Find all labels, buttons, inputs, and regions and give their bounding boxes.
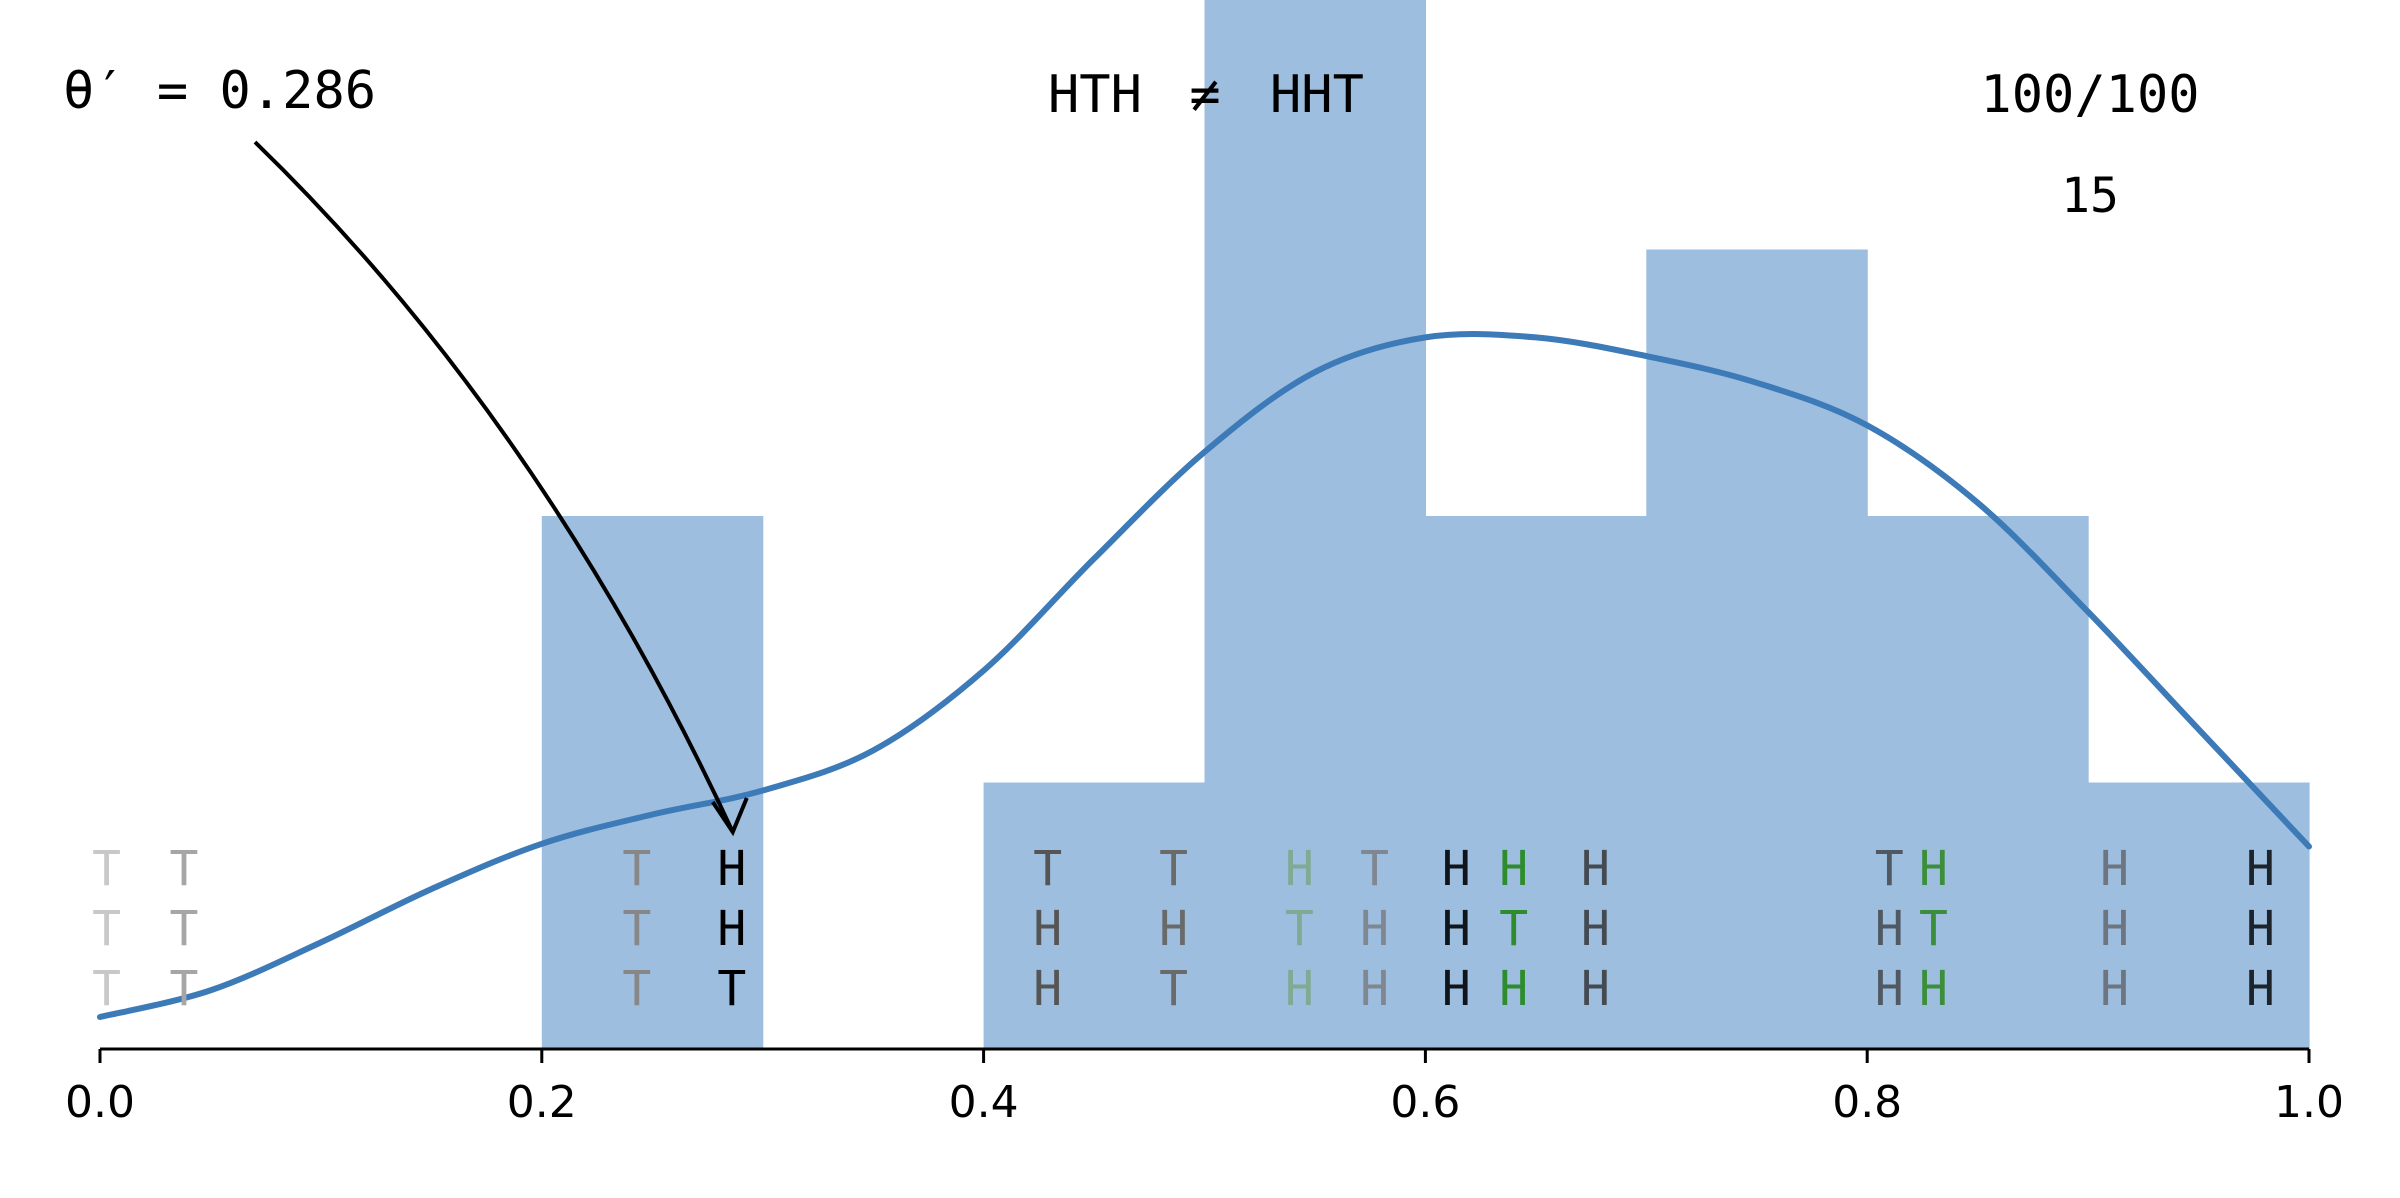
sequence-letter: H [1875,961,1904,1017]
sequence-letter: T [92,901,121,957]
sequence-letter: H [1033,901,1062,957]
sequence-letter: H [1875,901,1904,957]
x-axis-ticks: 0.0 0.2 0.4 0.6 0.8 1.0 [65,1049,2344,1128]
histogram-bar [541,516,764,1049]
sequence-letter: H [2100,961,2129,1017]
sequence-letter: H [1581,961,1610,1017]
theta-annotation-label: θ′ = 0.286 [63,61,376,121]
sequence-letter: T [717,961,746,1017]
x-tick-label: 0.0 [65,1077,135,1128]
histogram-bar [983,782,1206,1049]
sequence-letter: T [622,841,651,897]
sequence-letter: H [717,901,746,957]
histogram-bars [541,0,2310,1049]
sequence-letter: T [92,841,121,897]
sequence-letter: T [1285,901,1314,957]
sequence-letter: H [2100,841,2129,897]
sequence-letter: T [169,841,198,897]
sequence-b-label: HHT [1270,65,1364,125]
sequence-letter: H [1285,961,1314,1017]
sequence-letter: H [2100,901,2129,957]
sequence-letter: T [1033,841,1062,897]
x-tick-label: 1.0 [2274,1077,2344,1128]
sequence-letter: T [1875,841,1904,897]
x-tick-label: 0.8 [1832,1077,1902,1128]
sequence-letter: H [1499,841,1528,897]
sequence-letter: H [717,841,746,897]
sequence-letter: H [1033,961,1062,1017]
sequence-letter: H [1499,961,1528,1017]
progress-counter: 100/100 [1980,65,2199,125]
sequence-letters: TTTTTTTTTHHTTHHTHTHTHTHHHHHHTHHHHTHHHTHH… [92,841,2275,1017]
sequence-letter: H [2246,841,2275,897]
sequence-letter: T [1919,901,1948,957]
sequence-letter: T [169,961,198,1017]
sequence-letter: H [1442,841,1471,897]
sequence-letter: H [2246,961,2275,1017]
sequence-letter: T [1499,901,1528,957]
annotation-arrowhead [711,797,749,837]
sequence-letter: T [1159,961,1188,1017]
sequence-letter: H [1360,961,1389,1017]
sequence-letter: T [1360,841,1389,897]
annotation-arrow [253,140,735,833]
sequence-letter: H [1159,901,1188,957]
sequence-letter: H [1360,901,1389,957]
sequence-letter: H [1442,961,1471,1017]
sequence-letter: H [1581,901,1610,957]
histogram-bar [2088,782,2310,1049]
histogram-bar [1204,0,1426,1049]
histogram-bar [1867,516,2089,1049]
x-tick-label: 0.2 [507,1077,577,1128]
sequence-letter: T [92,961,121,1017]
histogram-bar [1646,249,1868,1049]
x-tick-label: 0.6 [1390,1077,1460,1128]
density-curve [97,331,2312,1020]
sequence-letter: T [622,901,651,957]
histogram-bar [1425,516,1647,1049]
sequence-a-label: HTH [1048,65,1142,125]
sequence-letter: T [1159,841,1188,897]
count-value: 15 [2061,168,2119,224]
sequence-letter: H [1919,841,1948,897]
sequence-letter: T [169,901,198,957]
sequence-letter: H [1581,841,1610,897]
sequence-letter: H [1285,841,1314,897]
sequence-letter: H [1919,961,1948,1017]
x-tick-label: 0.4 [949,1077,1019,1128]
sequence-letter: H [2246,901,2275,957]
relation-symbol: ≠ [1189,65,1220,125]
sequence-letter: H [1442,901,1471,957]
sequence-letter: T [622,961,651,1017]
